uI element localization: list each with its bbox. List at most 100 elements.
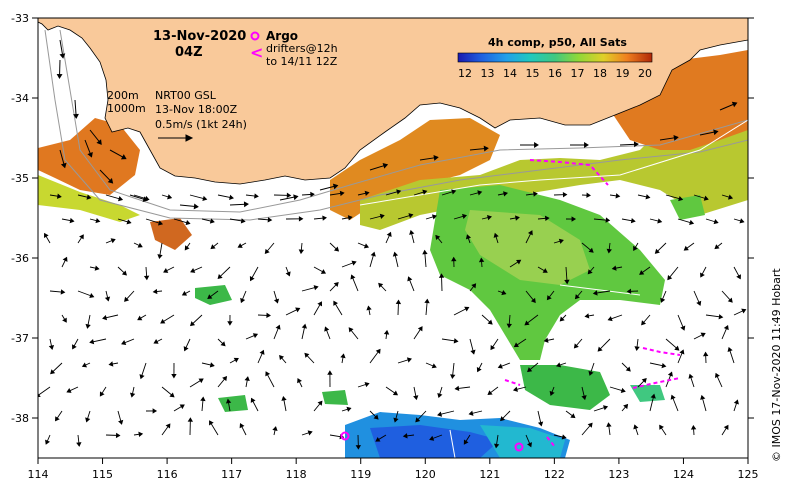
current-vector-head [183,346,189,352]
current-vector-head [298,249,305,255]
current-vector-head [202,195,208,202]
current-vector-head [514,215,520,221]
credit-label: © IMOS 17-Nov-2020 11:49 Hobart [770,268,783,462]
drifter-track-1 [529,159,609,186]
current-vector-head [549,390,555,396]
colorbar-tick-label: 15 [526,67,540,80]
shelf-current-vector-head [584,142,589,148]
current-vector-head [239,423,245,429]
current-vector-head [739,218,745,224]
shelf-current-vector-head [293,194,299,201]
x-tick-label: 121 [479,468,500,481]
current-vector-head [723,424,729,430]
drifters-to-label: to 14/11 12Z [266,55,338,68]
current-vector-head [674,345,680,351]
current-vector-head [537,421,544,427]
current-vector-head [121,340,127,346]
current-vector-head [680,325,686,331]
current-vector-head [584,313,590,319]
sst-patch-central-light [465,210,590,285]
current-vector-head [516,259,522,265]
current-vector-head [295,307,301,313]
current-vector-head [313,285,319,291]
current-vector-head [659,424,664,430]
current-vector-head [281,395,287,401]
current-vector-head [137,315,143,321]
current-vector-head [200,396,206,402]
colorbar-tick-label: 12 [458,67,472,80]
current-vector-head [350,274,356,280]
y-tick-label: -35 [11,172,29,185]
current-vector-head [581,395,587,401]
current-vector-head [102,315,108,321]
current-vector-head [66,388,72,393]
plot-frame [37,17,749,459]
current-vector-head [327,370,333,375]
current-vector-head [406,357,412,363]
shelf-current-vector-head [193,203,199,210]
current-vector-head [465,234,472,240]
x-axis: 114 115 116 117 118 119 120 121 122 123 124 125 [28,458,759,481]
current-vector-head [351,260,357,266]
drifter-track-4 [504,379,521,386]
current-vector-head [605,217,611,223]
current-vector-head [233,357,239,363]
drifter-track-5 [546,436,556,448]
shelf-current-vector-head [483,145,489,152]
current-vector-head [602,405,609,411]
sst-patch-south-green [520,365,610,410]
isobaths [44,29,748,221]
current-vector-head [207,294,213,300]
x-tick-label: 123 [608,468,629,481]
y-tick-label: -33 [11,12,29,25]
current-vector-head [487,319,493,325]
current-vector-head [477,190,483,196]
current-date-label: 13-Nov 18:00Z [155,103,238,116]
current-vector-head [431,214,438,220]
shelf-current-vector-head [433,154,439,161]
current-vector-head [115,432,121,439]
current-vector-head [85,323,91,329]
sst-patch-coastal-yellow [360,60,748,230]
shelf-current-vector-head [73,113,79,119]
current-vector-head [160,318,166,324]
current-vector-head [562,191,568,198]
current-vector-head [322,215,327,221]
current-vector-head [364,382,370,388]
current-vector-head [512,386,518,392]
y-axis: -33 -34 -35 -36 -37 -38 [11,12,754,425]
current-vector-head [320,269,327,274]
shelf-current-vector-head [382,163,389,169]
current-vector-head [490,344,496,351]
current-vector-head [667,275,673,281]
current-vector-head [266,312,271,319]
colorbar-tick-label: 19 [616,67,630,80]
current-vector-head [379,213,385,219]
current-vector-head [524,320,530,326]
current-vector-head [558,238,564,244]
current-vector-head [586,192,591,198]
current-vector-head [396,189,402,195]
current-vector-head [727,194,734,200]
current-vector-head [333,300,338,306]
current-vector-head [227,321,233,326]
current-vector-head [703,195,709,201]
shelf-current-vector-head [60,162,67,169]
current-vector-head [503,191,508,197]
drifters-label: drifters@12h [266,42,338,55]
current-vector-head [630,218,636,224]
current-vector-head [700,332,706,338]
current-vector-head [209,420,214,426]
current-vector-head [210,244,216,250]
sst-patch-cyan [480,425,565,458]
current-vector-head [431,363,437,369]
current-vector-head [451,189,457,195]
current-vector-head [118,196,124,202]
current-vector-head [187,417,194,422]
current-vector-head [661,362,667,369]
sst-patch-blue-dark [370,425,500,458]
current-vector-head [62,256,68,262]
current-vector-head [265,371,271,377]
current-vector-head [422,189,428,195]
